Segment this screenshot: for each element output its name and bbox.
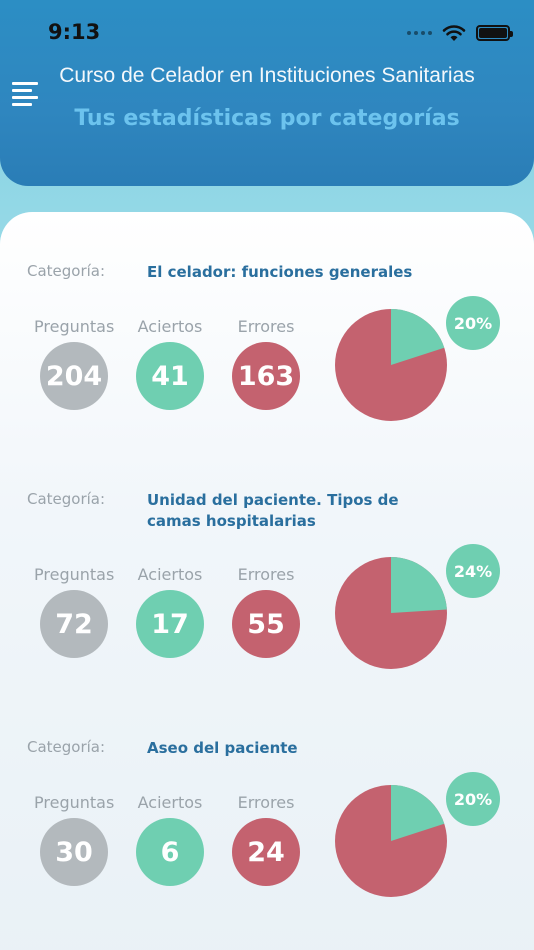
percent-badge: 24% xyxy=(446,544,500,598)
pie-slice-correct xyxy=(391,309,445,365)
correct-label: Aciertos xyxy=(137,565,203,584)
category-label: Categoría: xyxy=(27,738,106,756)
questions-label: Preguntas xyxy=(34,317,115,336)
correct-label: Aciertos xyxy=(137,317,203,336)
pie-slice-correct xyxy=(391,557,447,613)
app-title: Curso de Celador en Instituciones Sanita… xyxy=(59,64,475,87)
errors-count: 163 xyxy=(232,342,300,410)
questions-stat: Preguntas 72 xyxy=(34,565,114,658)
category-label: Categoría: xyxy=(27,262,106,280)
correct-label: Aciertos xyxy=(137,793,203,812)
questions-label: Preguntas xyxy=(34,793,115,812)
questions-count: 204 xyxy=(40,342,108,410)
percent-badge: 20% xyxy=(446,296,500,350)
stats-card: Categoría: El celador: funciones general… xyxy=(0,212,534,950)
questions-count: 72 xyxy=(40,590,108,658)
errors-label: Errores xyxy=(237,565,295,584)
errors-stat: Errores 163 xyxy=(226,317,306,410)
errors-stat: Errores 24 xyxy=(226,793,306,886)
pie-chart xyxy=(335,785,447,897)
errors-label: Errores xyxy=(237,793,295,812)
page-title: Tus estadísticas por categorías xyxy=(74,106,460,131)
questions-label: Preguntas xyxy=(34,565,115,584)
errors-stat: Errores 55 xyxy=(226,565,306,658)
pie-slice-correct xyxy=(391,785,445,841)
category-label: Categoría: xyxy=(27,490,106,508)
percent-badge: 20% xyxy=(446,772,500,826)
pie-chart xyxy=(335,309,447,421)
questions-count: 30 xyxy=(40,818,108,886)
correct-stat: Aciertos 6 xyxy=(130,793,210,886)
category-name: Aseo del paciente xyxy=(147,739,298,757)
category-name: Unidad del paciente. Tipos de camas hosp… xyxy=(147,491,399,530)
correct-stat: Aciertos 17 xyxy=(130,565,210,658)
category-section: Categoría: Unidad del paciente. Tipos de… xyxy=(0,490,534,690)
header: 9:13 Curso de Celador en Instituciones S… xyxy=(0,0,534,186)
status-time: 9:13 xyxy=(48,20,101,44)
errors-count: 55 xyxy=(232,590,300,658)
category-section: Categoría: Aseo del paciente Preguntas 3… xyxy=(0,738,534,938)
questions-stat: Preguntas 204 xyxy=(34,317,114,410)
pie-chart xyxy=(335,557,447,669)
battery-icon xyxy=(476,25,513,41)
signal-dots-icon xyxy=(407,31,432,35)
category-name: El celador: funciones generales xyxy=(147,263,413,281)
menu-icon[interactable] xyxy=(12,82,40,108)
correct-stat: Aciertos 41 xyxy=(130,317,210,410)
correct-count: 6 xyxy=(136,818,204,886)
wifi-icon xyxy=(442,25,466,41)
errors-count: 24 xyxy=(232,818,300,886)
questions-stat: Preguntas 30 xyxy=(34,793,114,886)
category-section: Categoría: El celador: funciones general… xyxy=(0,262,534,462)
errors-label: Errores xyxy=(237,317,295,336)
correct-count: 41 xyxy=(136,342,204,410)
correct-count: 17 xyxy=(136,590,204,658)
status-icons xyxy=(407,24,513,42)
